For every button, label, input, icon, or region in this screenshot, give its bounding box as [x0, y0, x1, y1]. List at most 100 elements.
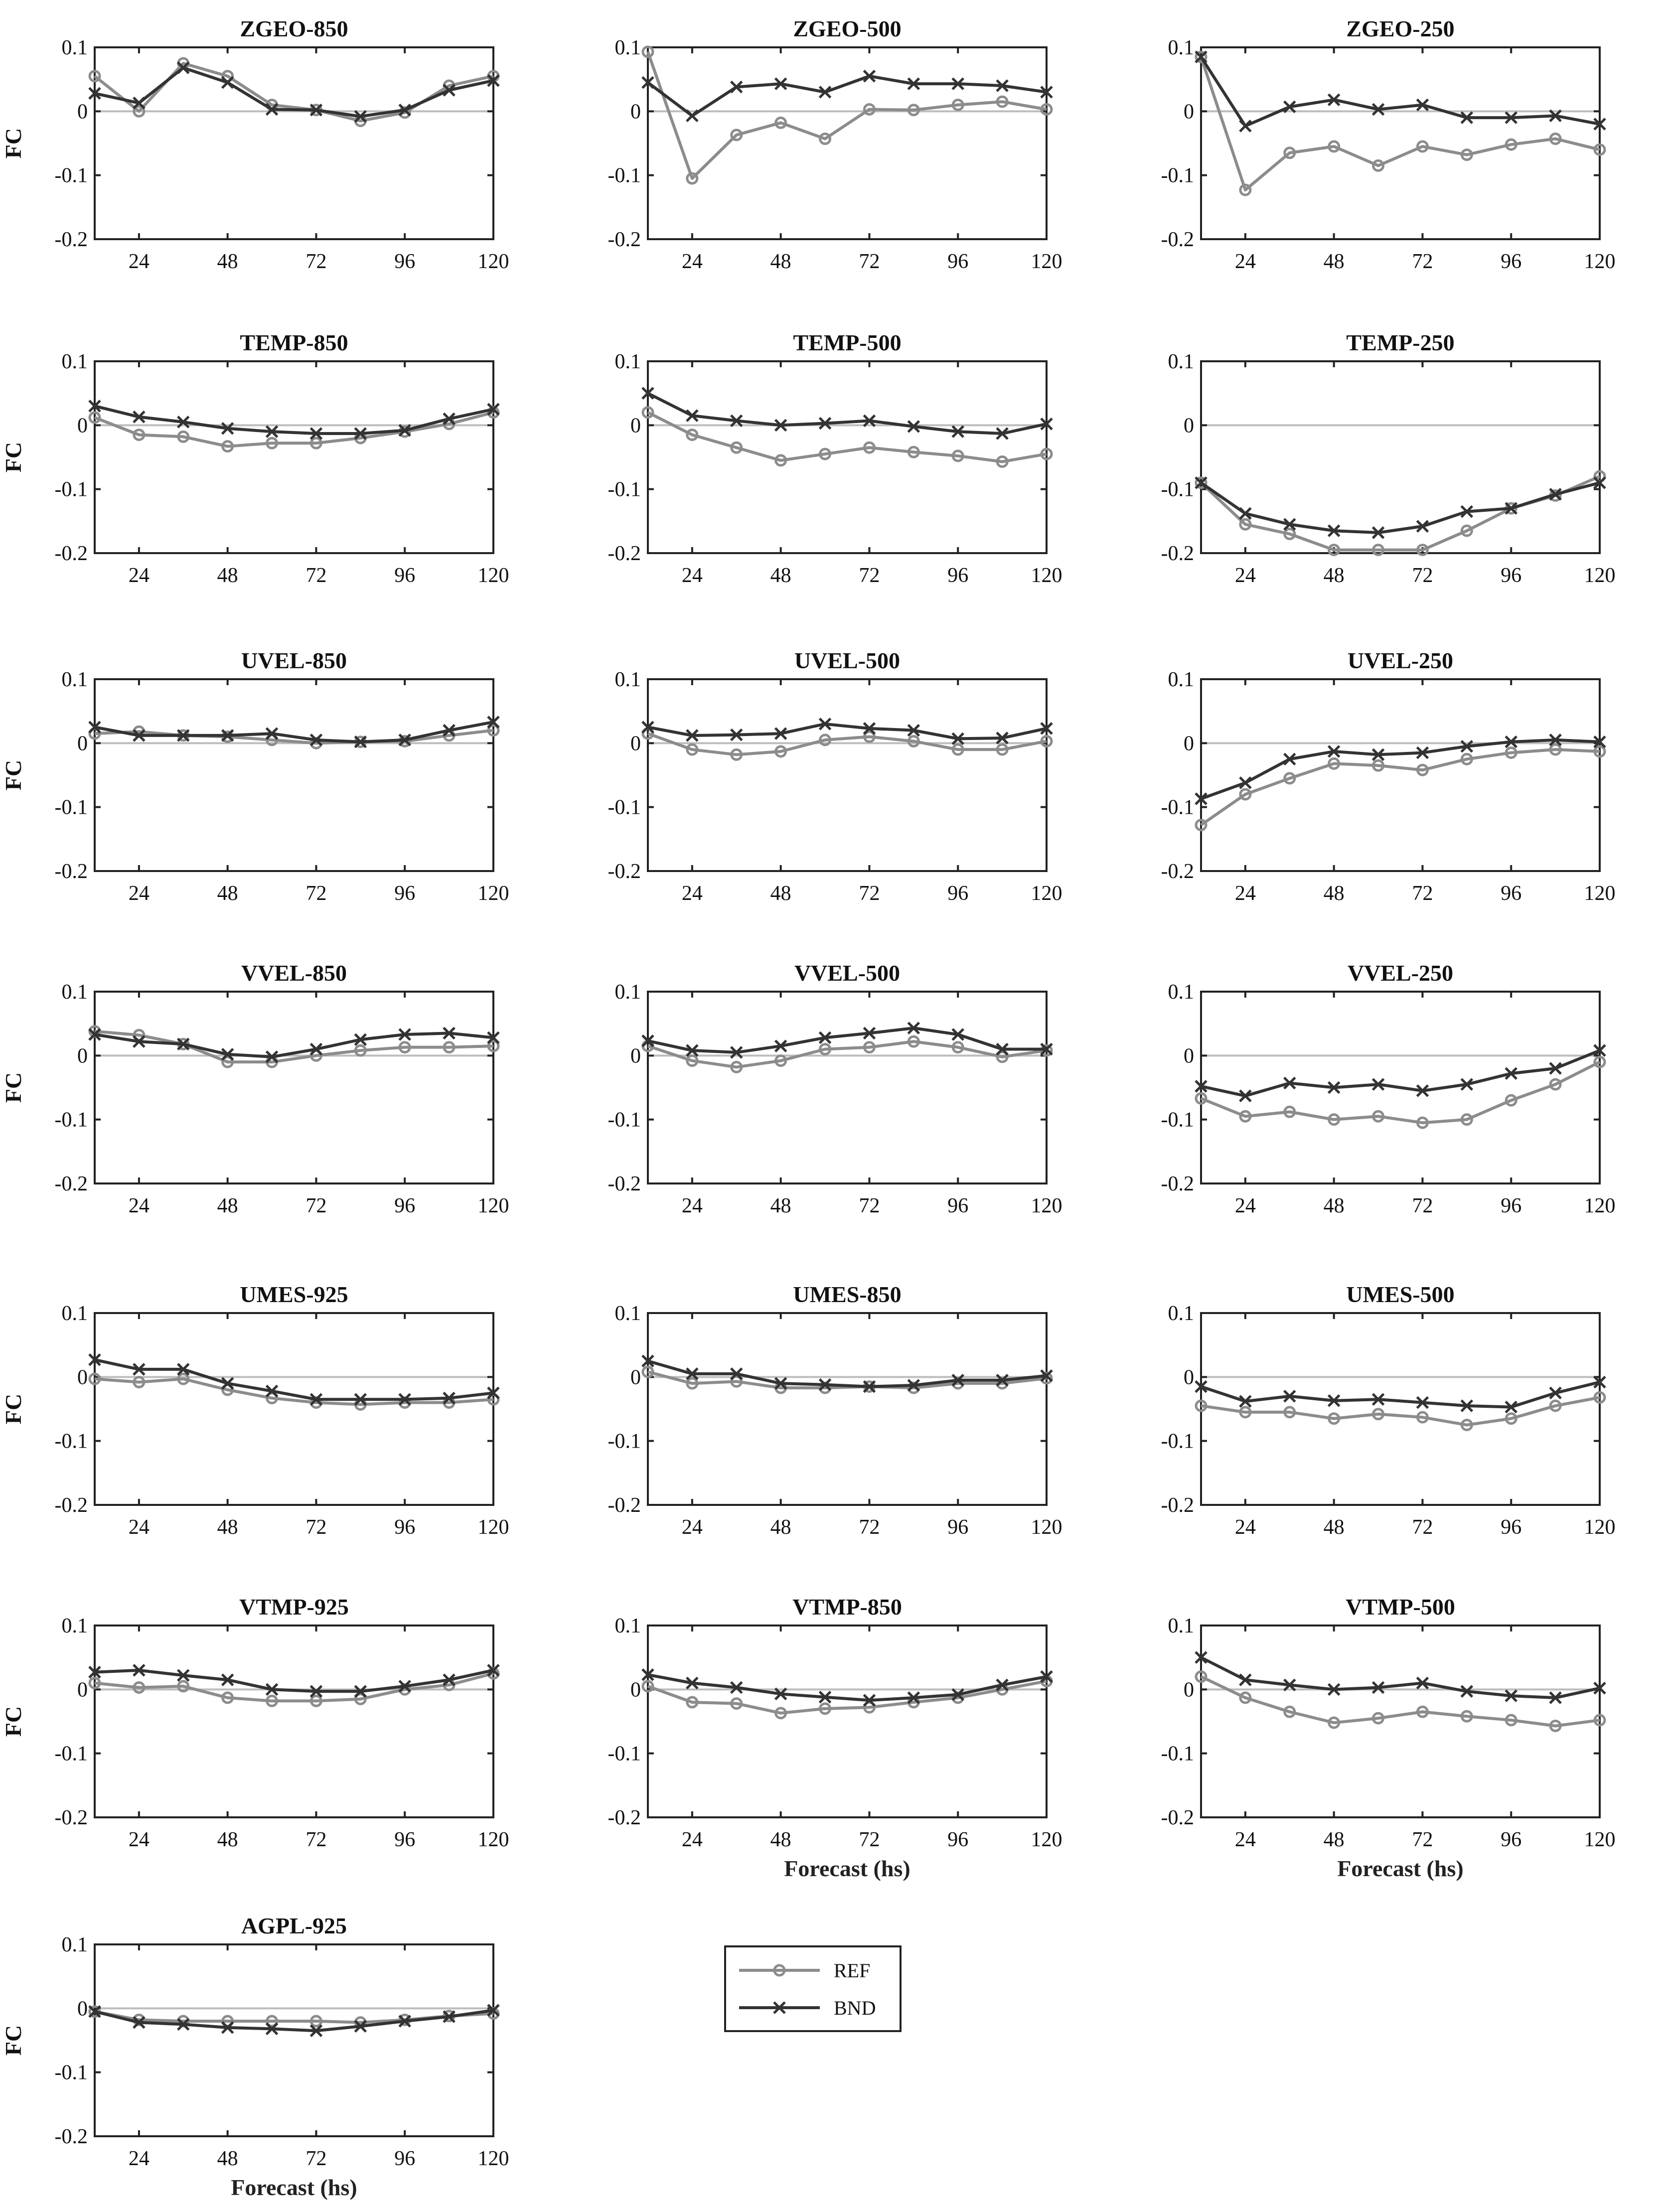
bnd-point	[309, 103, 323, 117]
y-tick-label: 0	[77, 100, 88, 123]
ref-point	[907, 735, 920, 747]
x-tick-label: 72	[1412, 882, 1433, 905]
ref-point	[1283, 1705, 1296, 1718]
series-line-ref	[94, 1030, 494, 1064]
bnd-point	[1239, 776, 1252, 789]
x-tick-label: 120	[478, 882, 509, 905]
x-tick-label: 48	[770, 882, 791, 905]
ref-point	[177, 1372, 190, 1385]
x-tick-label: 24	[682, 564, 703, 587]
ref-point	[1549, 1719, 1562, 1732]
bnd-point	[398, 1393, 411, 1406]
ref-point	[487, 724, 500, 737]
bnd-point	[1549, 1386, 1562, 1400]
bnd-point	[1195, 792, 1208, 805]
ref-point	[730, 1697, 743, 1710]
series-ref	[1195, 470, 1606, 557]
x-tick-label: 120	[1031, 1828, 1062, 1851]
bnd-point	[1416, 746, 1429, 759]
y-tick-label: -0.1	[608, 1430, 641, 1453]
bnd-point	[1040, 1042, 1053, 1056]
ref-point	[907, 104, 920, 117]
legend-label: BND	[834, 1997, 876, 2019]
bnd-point	[730, 728, 743, 741]
legend-frame	[724, 1945, 902, 2032]
bnd-point	[863, 1380, 876, 1393]
panel-title: VVEL-250	[1348, 960, 1453, 986]
bnd-point	[1460, 1078, 1474, 1091]
bnd-point	[1505, 1689, 1517, 1702]
x-tick-label: 72	[1412, 250, 1433, 273]
y-tick-label: -0.1	[55, 796, 88, 819]
ref-point	[1239, 183, 1252, 196]
y-tick-label: -0.1	[1161, 1430, 1195, 1453]
bnd-point	[443, 1391, 455, 1405]
x-tick-label: 72	[859, 1194, 880, 1217]
ref-point	[1195, 1399, 1208, 1412]
x-tick-label: 72	[305, 2147, 326, 2170]
x-tick-label: 24	[1235, 882, 1256, 905]
y-tick-label: -0.2	[55, 542, 88, 565]
series-bnd	[1195, 1044, 1606, 1102]
bnd-point	[641, 1034, 654, 1047]
ref-point	[88, 1372, 101, 1385]
ref-point	[1460, 1113, 1473, 1126]
ref-point	[1593, 143, 1606, 156]
ref-point	[133, 429, 146, 442]
y-tick-label: -0.1	[55, 1430, 88, 1453]
y-tick-label: -0.2	[55, 228, 88, 251]
ref-point	[1283, 1406, 1296, 1419]
series-ref	[641, 406, 1053, 468]
x-tick-label: 120	[478, 1194, 509, 1217]
bnd-point	[133, 1664, 146, 1677]
ref-point	[774, 454, 787, 467]
x-tick-label: 96	[394, 564, 415, 587]
ref-point	[1549, 1399, 1562, 1412]
x-tick-label: 96	[1501, 1516, 1521, 1539]
bnd-point	[1283, 518, 1296, 531]
ref-point	[177, 1680, 190, 1693]
bnd-point	[1283, 100, 1296, 114]
x-tick-label: 48	[1324, 882, 1345, 905]
x-tick-label: 24	[682, 250, 703, 273]
ref-point	[1416, 1116, 1429, 1129]
axes-frame	[1200, 678, 1601, 872]
y-tick-label: 0	[77, 1044, 88, 1067]
bnd-point	[354, 1393, 367, 1406]
bnd-point	[818, 1378, 832, 1391]
ref-point	[1372, 1110, 1385, 1123]
series-line-bnd	[94, 404, 494, 436]
bnd-point	[686, 729, 699, 742]
bnd-point	[1283, 1678, 1296, 1692]
y-tick-label: -0.2	[608, 860, 641, 883]
y-tick-label: 0	[630, 414, 641, 437]
bnd-point	[1239, 1673, 1252, 1686]
bnd-point	[1371, 1078, 1385, 1091]
ref-point	[133, 1376, 146, 1389]
series-ref	[88, 1025, 500, 1068]
bnd-point	[133, 1035, 146, 1048]
ref-point	[1195, 1670, 1208, 1683]
ref-point	[1549, 743, 1562, 756]
ref-point	[221, 440, 234, 453]
panel-zgeo-500: ZGEO-500 0.1 0 -0.1 -0.2 24 48 72 96 120	[608, 16, 1062, 273]
x-tick-label: 96	[1501, 1828, 1521, 1851]
ref-point	[907, 445, 920, 458]
y-tick-label: -0.1	[55, 478, 88, 501]
ref-point	[1460, 148, 1473, 161]
ref-point	[1505, 1714, 1517, 1727]
series-line-bnd	[1201, 1380, 1600, 1409]
ref-point	[1328, 1716, 1341, 1729]
bnd-point	[354, 427, 367, 440]
bnd-point	[88, 1665, 101, 1679]
ref-point	[398, 1396, 411, 1409]
ref-point	[774, 1707, 787, 1720]
x-axis-label: Forecast (hs)	[231, 2175, 357, 2200]
series-ref	[1195, 1391, 1606, 1432]
ref-point	[88, 1025, 101, 1038]
y-tick-label: -0.2	[608, 228, 641, 251]
ref-point	[221, 1055, 234, 1068]
y-tick-label: -0.1	[608, 478, 641, 501]
ref-point	[1195, 50, 1208, 63]
